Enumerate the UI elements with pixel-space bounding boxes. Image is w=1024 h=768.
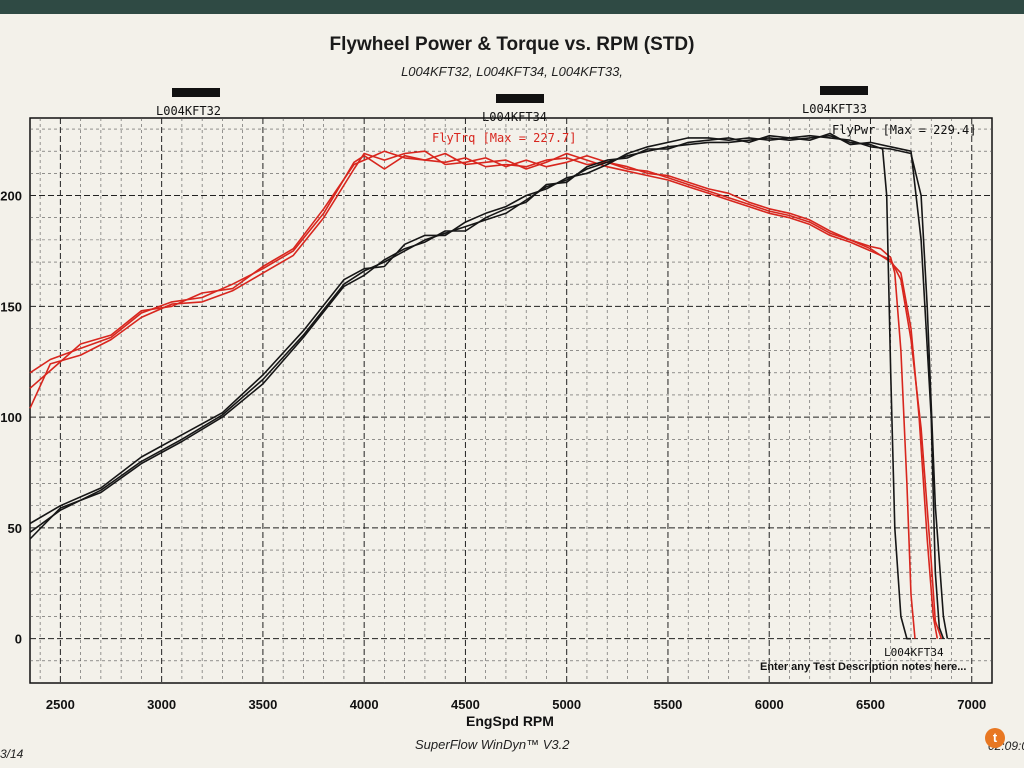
x-tick-label: 6000	[755, 697, 784, 712]
plot-frame	[29, 117, 993, 684]
test-notes: Enter any Test Description notes here...	[760, 661, 966, 673]
x-tick-label: 3000	[147, 697, 176, 712]
run-label-2: L004KFT34	[482, 110, 548, 124]
run-label-3: L004KFT33	[802, 102, 868, 116]
chart-title: Flywheel Power & Torque vs. RPM (STD)	[329, 34, 695, 55]
software-footer: SuperFlow WinDyn™ V3.2	[415, 737, 570, 752]
torque-max-label: FlyTrq [Max = 227.7]	[432, 131, 577, 145]
run-label-1: L004KFT32	[156, 104, 222, 118]
chart-subtitle: L004KFT32, L004KFT34, L004KFT33,	[401, 64, 623, 79]
x-tick-label: 5000	[552, 697, 581, 712]
y-tick-label: 100	[0, 410, 22, 425]
x-tick-label: 6500	[856, 697, 885, 712]
series-line-flypwr-run-1	[29, 134, 911, 640]
series-line-flytrq-run-2	[29, 150, 939, 639]
y-tick-label: 0	[15, 632, 22, 647]
x-tick-label: 2500	[46, 697, 75, 712]
bottom-run-label: L004KFT34	[884, 646, 944, 659]
y-tick-label: 50	[8, 521, 22, 536]
run-marker-bar-1	[172, 88, 220, 97]
series-line-flytrq-run-1	[29, 154, 916, 639]
series-line-flypwr-run-3	[29, 134, 949, 639]
y-tick-label: 150	[0, 299, 22, 314]
x-axis-label: EngSpd RPM	[466, 713, 554, 729]
y-tick-label: 200	[0, 189, 22, 204]
date-fragment: 3/14	[0, 747, 24, 761]
dyno-printout	[0, 14, 1024, 768]
x-tick-label: 3500	[248, 697, 277, 712]
series-line-flytrq-run-3	[29, 150, 943, 639]
series-line-flypwr-run-2	[29, 132, 945, 639]
power-max-label: FlyPwr [Max = 229.4]	[832, 123, 977, 137]
x-tick-label: 4500	[451, 697, 480, 712]
run-marker-bar-2	[496, 94, 544, 103]
x-tick-label: 7000	[957, 697, 986, 712]
run-marker-bar-3	[820, 86, 868, 95]
x-tick-label: 5500	[653, 697, 682, 712]
tumblr-badge-icon: t	[985, 728, 1005, 748]
x-tick-label: 4000	[350, 697, 379, 712]
